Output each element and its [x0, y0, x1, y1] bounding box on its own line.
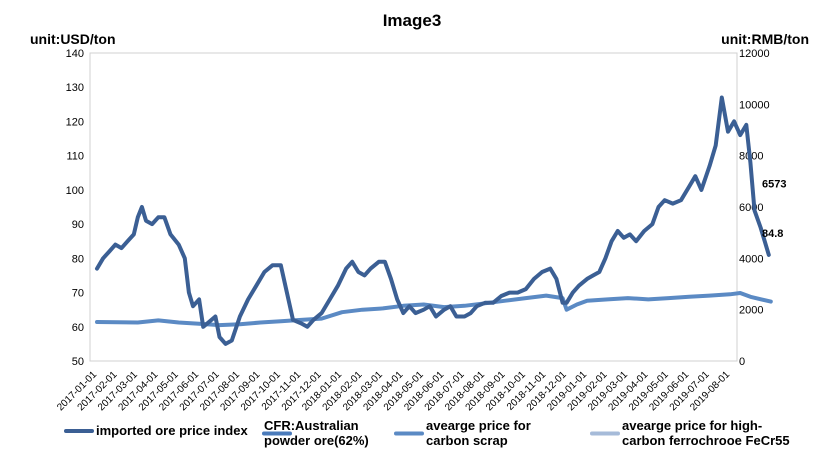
right-axis-unit: unit:RMB/ton	[721, 31, 809, 47]
left-tick-label: 130	[66, 82, 84, 94]
right-tick-label: 4000	[739, 253, 763, 265]
left-tick-label: 60	[72, 322, 84, 334]
right-tick-label: 10000	[739, 99, 770, 111]
series-line	[95, 95, 771, 346]
right-tick-label: 2000	[739, 305, 763, 317]
legend-label: CFR:Australian	[264, 418, 359, 433]
legend-label: avearge price for	[426, 418, 531, 433]
value-annotation: 84.8	[762, 228, 783, 240]
series-layer	[95, 95, 773, 346]
left-tick-label: 120	[66, 116, 84, 128]
legend-label: avearge price for high-	[622, 418, 762, 433]
left-tick-label: 110	[66, 151, 84, 163]
legend-label: carbon scrap	[426, 433, 508, 448]
left-tick-label: 140	[66, 48, 84, 60]
legend: imported ore price index CFR:Australianpo…	[64, 418, 790, 448]
left-tick-label: 50	[72, 356, 84, 368]
left-tick-label: 70	[72, 288, 84, 300]
right-tick-label: 6000	[739, 202, 763, 214]
legend-label: imported ore price index	[96, 423, 248, 438]
left-axis-unit: unit:USD/ton	[30, 31, 116, 47]
chart-title: Image3	[383, 11, 442, 30]
right-tick-label: 12000	[739, 48, 770, 60]
left-tick-label: 90	[72, 219, 84, 231]
left-axis-ticks: 50 60 70 80 90 100 110 120 130 140	[66, 48, 84, 368]
x-axis-ticks: 2017-01-012017-02-012017-03-012017-04-01…	[55, 369, 732, 413]
legend-label: powder ore(62%)	[264, 433, 369, 448]
value-annotation: 6573	[762, 178, 786, 190]
plot-frame	[89, 52, 738, 362]
left-tick-label: 80	[72, 253, 84, 265]
legend-label: carbon ferrochrooe FeCr55	[622, 433, 790, 448]
right-tick-label: 0	[739, 356, 745, 368]
left-tick-label: 100	[66, 185, 84, 197]
